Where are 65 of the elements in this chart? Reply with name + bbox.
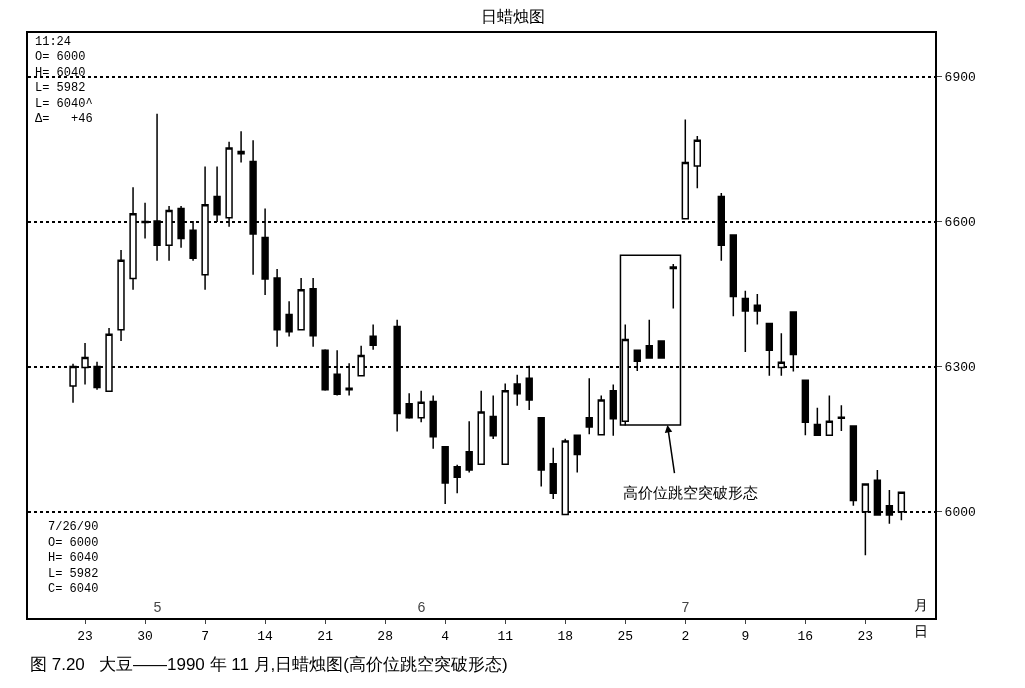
x-tick-label: 4 bbox=[441, 628, 450, 644]
y-tick-label: 6300 bbox=[944, 360, 976, 376]
candlestick bbox=[309, 277, 317, 348]
candlestick bbox=[849, 425, 858, 507]
chart-title: 日蜡烛图 bbox=[480, 7, 545, 25]
annotation: 11:24 bbox=[35, 35, 72, 49]
x2-tick-label: 6 bbox=[417, 600, 426, 617]
x-tick-label: 23 bbox=[77, 628, 93, 644]
candlestick bbox=[657, 340, 665, 360]
candlestick bbox=[729, 234, 737, 318]
candlestick bbox=[585, 377, 593, 436]
x-tick-label: 2 bbox=[681, 628, 690, 644]
annotation: 高价位跳空突破形态 bbox=[623, 484, 758, 501]
x-axis-title: 日 bbox=[914, 623, 928, 639]
annotation: 7/26/90 O= 6000 H= 6040 L= 5982 C= 6040 bbox=[48, 520, 99, 597]
x-tick-label: 25 bbox=[617, 628, 634, 644]
candlestick bbox=[573, 434, 581, 474]
candlestick bbox=[453, 463, 461, 495]
x2-tick-label: 5 bbox=[153, 600, 162, 617]
candlestick bbox=[117, 249, 125, 342]
candlestick bbox=[405, 392, 413, 420]
x-tick-label: 11 bbox=[497, 628, 514, 644]
candlestick bbox=[741, 289, 750, 353]
candlestick bbox=[693, 135, 701, 189]
candlestick bbox=[489, 394, 497, 440]
candlestick bbox=[369, 323, 377, 351]
x-tick-label: 7 bbox=[201, 628, 209, 644]
candlestick bbox=[825, 394, 834, 436]
annotation: O= 6000 H= 6040 L= 5982 L= 6040^ Δ= +46 bbox=[35, 50, 93, 127]
x2-axis-title: 月 bbox=[914, 597, 928, 613]
candlestick bbox=[549, 447, 557, 500]
candlestick bbox=[501, 382, 509, 466]
candlestick bbox=[645, 318, 653, 360]
candlestick bbox=[513, 374, 521, 407]
candlestick bbox=[609, 383, 617, 437]
candlestick bbox=[477, 390, 485, 466]
candlestick bbox=[681, 118, 689, 220]
x-tick-label: 30 bbox=[137, 628, 153, 644]
x-tick-label: 28 bbox=[377, 628, 393, 644]
x-tick-label: 16 bbox=[797, 628, 814, 644]
x-tick-label: 9 bbox=[741, 628, 750, 644]
candlestick bbox=[441, 446, 449, 505]
candlestick bbox=[537, 417, 545, 488]
candlestick bbox=[417, 390, 425, 423]
candlestick bbox=[465, 420, 473, 474]
candlestick bbox=[297, 277, 305, 331]
candlestick bbox=[813, 406, 822, 437]
y-tick-label: 6600 bbox=[944, 215, 976, 231]
x-tick-label: 14 bbox=[257, 628, 274, 644]
candlestick bbox=[801, 379, 810, 436]
y-tick-label: 6900 bbox=[944, 70, 976, 86]
candlestick bbox=[429, 394, 437, 450]
x-tick-label: 18 bbox=[557, 628, 574, 644]
x-tick-label: 23 bbox=[857, 628, 874, 644]
candlestick bbox=[285, 300, 293, 338]
candlestick bbox=[273, 268, 281, 348]
candlestick bbox=[753, 293, 762, 326]
caption: 图 7.20 大豆——1990 年 11 月,日蜡烛图(高价位跳空突破形态) bbox=[30, 655, 508, 674]
x2-tick-label: 7 bbox=[681, 600, 690, 617]
x-tick-label: 21 bbox=[317, 628, 334, 644]
candlestick bbox=[237, 130, 245, 164]
y-tick-label: 6000 bbox=[944, 505, 976, 521]
candlestick bbox=[597, 394, 605, 436]
candlestick bbox=[837, 404, 846, 432]
candlestick bbox=[669, 263, 677, 310]
